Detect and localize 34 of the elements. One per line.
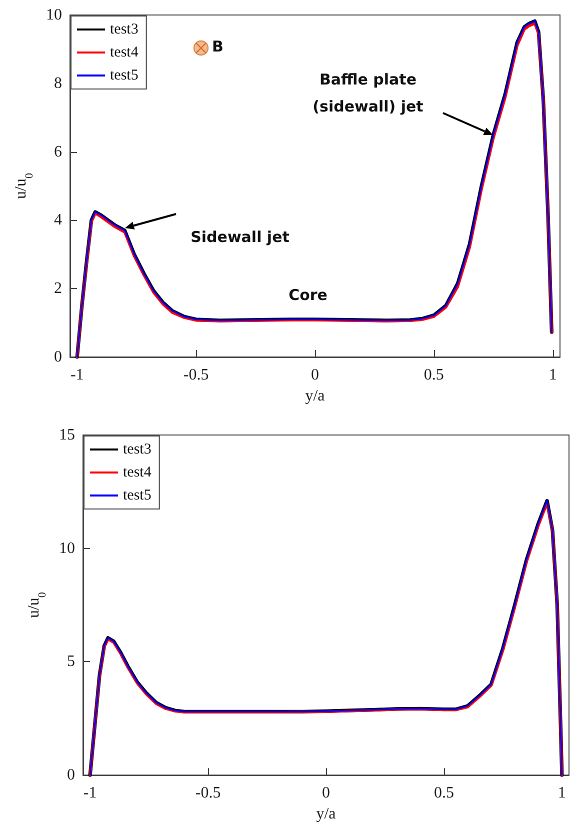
x-tick-label: -0.5 [183,366,209,384]
y-axis-title: u/u0 [26,592,49,618]
annotation: Core [288,286,328,304]
x-tick-label: 0.5 [424,366,444,384]
y-tick-label: 4 [54,212,62,229]
x-axis-title: y/a [316,806,336,822]
legend-label: test3 [123,442,152,458]
annotation: Baffle plate (sidewall) jet [312,70,424,116]
x-tick-label: -0.5 [195,784,221,802]
y-tick-label: 15 [59,426,75,444]
x-tick-label: 0 [322,784,330,802]
y-tick-label: 10 [59,540,75,557]
x-tick-label: -1 [70,366,84,384]
x-tick-label: 0.5 [434,784,454,802]
y-tick-label: 0 [67,766,75,784]
annotation: Sidewall jet [190,228,290,246]
x-tick-label: 1 [558,784,566,802]
legend-label: test5 [110,68,138,84]
legend-label: test4 [110,44,139,60]
x-axis-title: y/a [305,387,325,404]
y-tick-label: 10 [46,6,62,24]
y-tick-label: 5 [67,653,75,670]
y-tick-label: 8 [54,74,62,92]
legend-label: test3 [110,22,138,38]
annotation: B [212,38,224,56]
y-axis-title: u/u0 [12,172,36,199]
y-tick-label: 2 [54,280,62,298]
legend-label: test5 [123,488,152,504]
y-tick-label: 0 [54,348,62,366]
legend-label: test4 [123,464,152,480]
x-tick-label: 1 [548,366,557,384]
x-tick-label: -1 [83,784,97,802]
y-tick-label: 6 [54,143,62,160]
x-tick-label: 0 [311,366,319,384]
